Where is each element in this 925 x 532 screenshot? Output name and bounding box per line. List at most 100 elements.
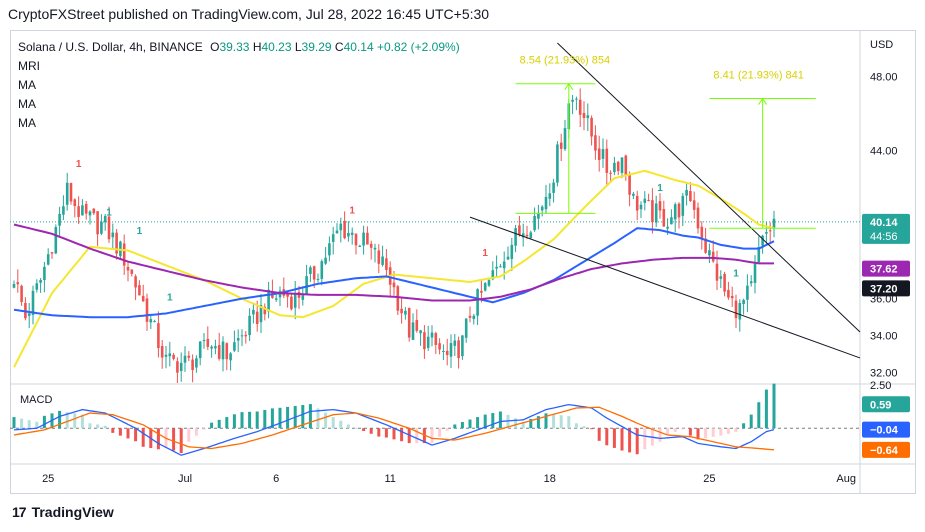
footer-brand[interactable]: 17 TradingView (12, 504, 114, 520)
y-tick-label: 34.00 (870, 331, 898, 343)
candle-body (267, 289, 270, 312)
candle-body (533, 215, 536, 231)
macd-histogram-bar (460, 422, 464, 429)
macd-histogram-bar (772, 383, 776, 429)
candle-body (540, 206, 544, 211)
candle-body (742, 299, 745, 305)
x-tick-label: 25 (703, 473, 715, 485)
indicator-ma-2[interactable]: MA (18, 97, 36, 111)
candle-body (704, 238, 707, 253)
candle-body (772, 218, 776, 228)
candle-body (480, 290, 483, 293)
macd-histogram-bar (354, 428, 358, 430)
candle-body (407, 308, 411, 338)
macd-histogram-bar (377, 428, 381, 437)
candle-body (597, 148, 601, 161)
candle-body (343, 220, 346, 239)
macd-histogram-bar (719, 428, 723, 436)
candle-body (734, 300, 738, 319)
candle-body (605, 148, 609, 173)
candle-body (54, 227, 58, 254)
price-axis-badge-text: 40.14 (870, 217, 898, 229)
candle-body (331, 234, 335, 242)
price-axis-badge-text: 37.20 (870, 283, 898, 295)
candle-body (404, 310, 407, 315)
candle-body (301, 295, 305, 300)
indicator-ma-3[interactable]: MA (18, 116, 36, 130)
candle-body (487, 280, 491, 286)
macd-histogram-bar (270, 408, 274, 429)
candle-body (236, 338, 240, 341)
candle-body (377, 250, 381, 264)
candle-body (518, 225, 521, 235)
candle-body (476, 289, 479, 316)
macd-histogram-bar (597, 428, 601, 441)
candle-body (100, 221, 103, 234)
candle-body (244, 334, 248, 337)
macd-histogram-bar (483, 414, 487, 429)
candle-body (491, 270, 495, 280)
macd-histogram-bar (346, 424, 350, 429)
candle-body (556, 144, 559, 183)
candle-body (12, 284, 16, 288)
candle-body (195, 358, 198, 368)
macd-histogram-bar (498, 411, 502, 429)
candle-body (381, 256, 384, 265)
candle-body (457, 340, 460, 359)
indicator-mri[interactable]: MRI (18, 59, 40, 73)
upper-trendline (557, 42, 861, 333)
candle-body (746, 285, 749, 300)
x-tick-label: 25 (42, 473, 54, 485)
macd-axis-badge (862, 396, 910, 413)
macd-axis-badge-text: −0.04 (870, 425, 899, 437)
candle-body (685, 189, 688, 196)
candle-body (369, 243, 373, 248)
macd-histogram-bar (666, 428, 670, 435)
macd-histogram-bar (172, 428, 176, 451)
candle-body (179, 362, 183, 371)
candle-body (153, 321, 156, 323)
candle-body (700, 226, 704, 240)
macd-histogram-bar (73, 413, 77, 429)
candle-body (187, 355, 191, 358)
macd-histogram-bar (126, 428, 130, 439)
candle-body (670, 217, 673, 225)
macd-histogram-bar (559, 415, 563, 429)
candle-body (696, 207, 700, 229)
candle-body (666, 226, 669, 229)
macd-histogram-bar (620, 428, 624, 451)
candle-body (240, 335, 244, 337)
macd-histogram-bar (156, 428, 160, 450)
candle-body (559, 142, 563, 149)
candle-body (761, 235, 764, 246)
candle-body (225, 343, 229, 360)
candle-body (594, 135, 597, 151)
signal-marker: 1 (349, 205, 355, 216)
candle-body (578, 99, 582, 115)
candle-body (563, 128, 567, 150)
currency-label: USD (870, 39, 893, 51)
candle-body (293, 293, 297, 308)
macd-histogram-bar (696, 428, 700, 440)
candle-body (711, 251, 715, 262)
candle-body (571, 99, 574, 102)
symbol-title[interactable]: Solana / U.S. Dollar, 4h, BINANCE (18, 40, 203, 54)
macd-histogram-bar (103, 425, 107, 429)
macd-histogram-bar (331, 417, 335, 429)
indicator-ma-1[interactable]: MA (18, 78, 36, 92)
signal-marker: 1 (657, 183, 663, 194)
candle-body (107, 216, 111, 240)
candle-body (392, 282, 396, 288)
ohlc-close: 40.14 (343, 40, 374, 54)
chart-frame (10, 30, 916, 494)
macd-signal-line (13, 406, 775, 451)
candle-body (141, 295, 145, 302)
macd-histogram-bar (35, 421, 39, 429)
candle-body (176, 361, 179, 373)
price-axis-badge (862, 260, 910, 277)
candle-body (525, 234, 529, 237)
candle-body (548, 193, 552, 199)
ohlc-low: 39.29 (301, 40, 332, 54)
macd-histogram-bar (339, 420, 343, 429)
